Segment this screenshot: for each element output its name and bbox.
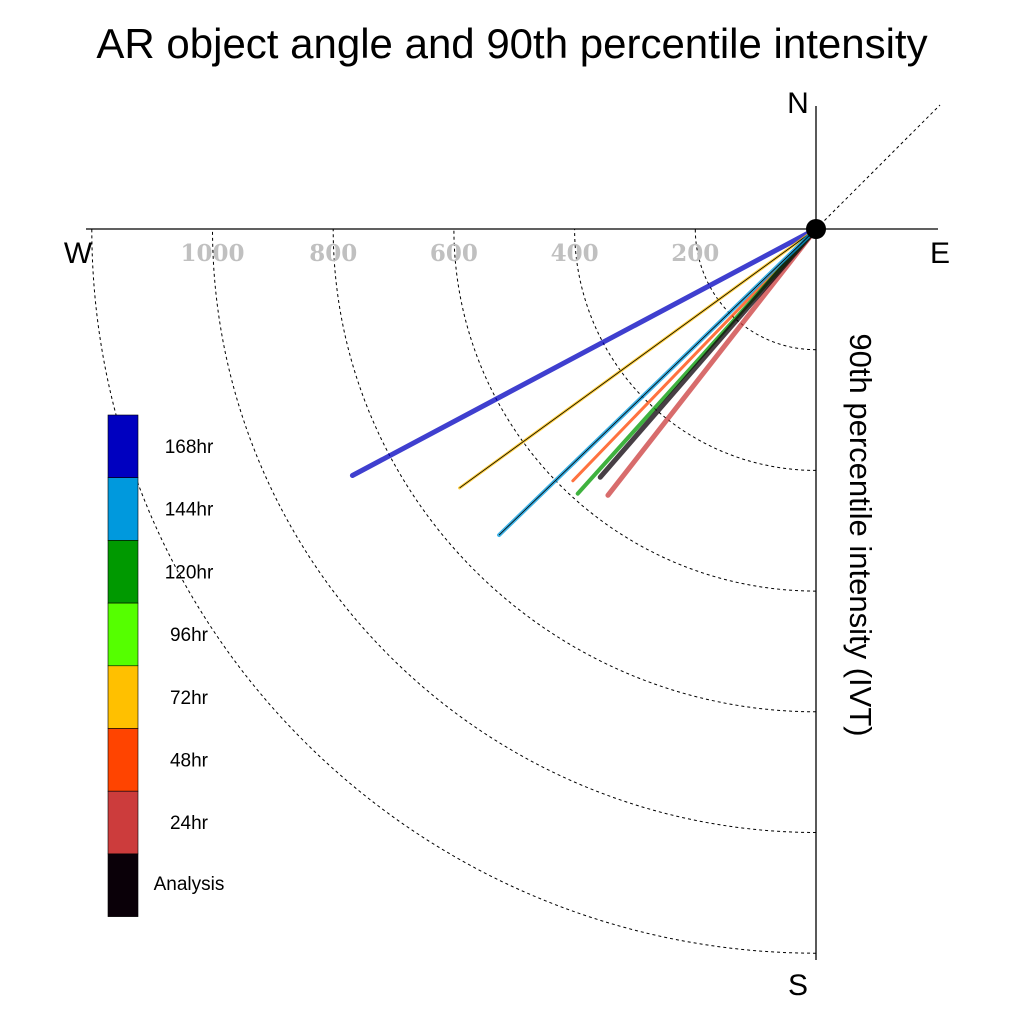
legend-label-24hr: 24hr: [170, 813, 209, 834]
y-axis-label: 90th percentile intensity (IVT): [843, 333, 878, 736]
legend-label-144hr: 144hr: [165, 500, 214, 521]
legend-swatch-48hr: [107, 728, 139, 792]
legend-swatch-72hr: [107, 665, 139, 729]
legend-label-72hr: 72hr: [170, 688, 209, 709]
polar-grid: [91, 228, 817, 954]
vector-48hr: [571, 227, 818, 483]
intensity-vectors: [349, 226, 819, 538]
vector-analysis: [597, 226, 819, 480]
radial-tick-labels: 1000 800 600 400 200: [180, 240, 719, 267]
color-legend: 168hr 144hr 120hr 96hr 72hr 48hr 24hr Analysis: [107, 414, 225, 917]
vector-outline-144hr: [498, 228, 817, 536]
vector-24hr: [605, 226, 819, 498]
radial-tick-label: 1000: [180, 240, 244, 267]
northeast-diagonal: [815, 104, 941, 230]
compass-axes: [86, 104, 941, 960]
chart-title: AR object angle and 90th percentile inte…: [96, 20, 927, 67]
compass-south: S: [788, 969, 808, 1002]
vector-outline-72hr: [459, 228, 817, 489]
grid-arc-400: [574, 228, 817, 471]
origin-marker: [806, 219, 826, 239]
radial-tick-label: 200: [671, 240, 719, 267]
radial-tick-label: 600: [430, 240, 478, 267]
grid-arc-600: [453, 228, 817, 592]
legend-swatch-analysis: [107, 853, 139, 917]
grid-arc-800: [332, 228, 817, 713]
legend-label-96hr: 96hr: [170, 625, 209, 646]
compass-east: E: [930, 237, 950, 270]
legend-label-48hr: 48hr: [170, 751, 209, 772]
legend-swatch-168hr: [107, 414, 139, 479]
radial-tick-label: 800: [309, 240, 357, 267]
legend-label-168hr: 168hr: [165, 437, 214, 458]
radial-tick-label: 400: [551, 240, 599, 267]
legend-label-120hr: 120hr: [165, 562, 214, 583]
legend-swatch-24hr: [107, 790, 139, 855]
legend-swatch-96hr: [107, 602, 139, 667]
legend-swatch-144hr: [107, 477, 139, 541]
grid-arc-outer: [91, 228, 817, 954]
grid-arc-200: [694, 228, 817, 351]
grid-arc-1000: [212, 228, 817, 833]
vector-168hr: [349, 226, 819, 478]
compass-west: W: [64, 237, 93, 270]
compass-north: N: [787, 87, 809, 120]
legend-label-analysis: Analysis: [154, 874, 225, 895]
legend-swatch-120hr: [107, 540, 139, 604]
